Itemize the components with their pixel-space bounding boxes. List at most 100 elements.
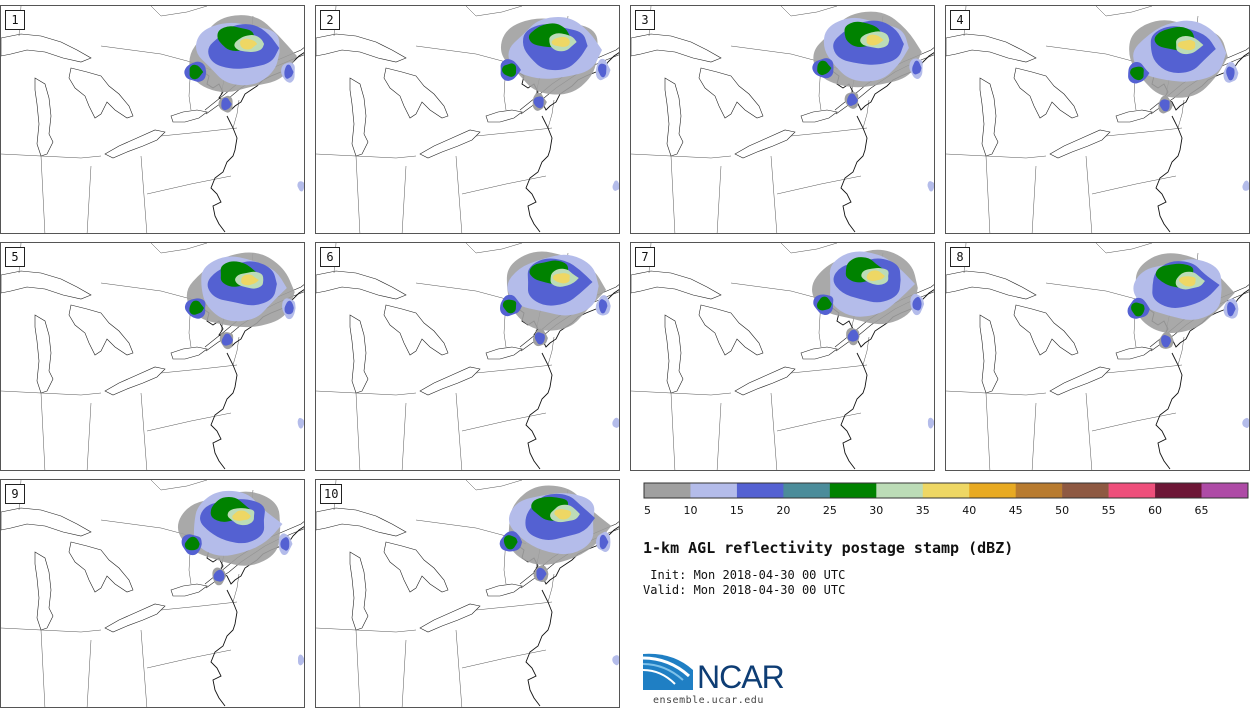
member-label: 4	[950, 10, 970, 30]
colorbar-tick-label: 15	[730, 504, 744, 517]
colorbar-swatch	[876, 483, 924, 498]
reflectivity-field	[1128, 20, 1249, 191]
reflectivity-field	[500, 16, 619, 191]
state-border	[455, 155, 463, 233]
state-border	[790, 364, 868, 374]
member-label: 8	[950, 247, 970, 267]
map-canvas	[631, 243, 934, 470]
state-border	[1, 627, 102, 633]
coastline	[210, 115, 238, 233]
lake-outline	[170, 346, 208, 360]
colorbar-swatch	[1062, 483, 1109, 498]
colorbar-tick-label: 40	[962, 504, 976, 517]
colorbar-frame	[643, 482, 1249, 499]
state-border	[86, 165, 92, 233]
state-border	[465, 480, 523, 491]
member-panel-4: 4	[945, 5, 1250, 234]
state-border	[146, 649, 232, 669]
lake-outline	[349, 314, 369, 394]
state-border	[160, 364, 238, 374]
state-border	[461, 412, 547, 432]
state-border	[40, 629, 46, 707]
state-border	[232, 573, 240, 603]
reflectivity-field	[499, 485, 619, 666]
lake-outline	[631, 270, 722, 300]
member-label: 5	[5, 247, 25, 267]
state-border	[455, 629, 463, 707]
lake-outline	[1115, 346, 1153, 360]
state-border	[140, 392, 148, 470]
state-border	[401, 639, 407, 707]
state-border	[475, 601, 553, 611]
lake-outline	[104, 129, 166, 159]
colorbar-tick-label: 10	[683, 504, 697, 517]
lake-outline	[68, 67, 134, 119]
coastline	[525, 352, 553, 470]
colorbar-swatch	[1108, 483, 1156, 498]
member-panel-1: 1	[0, 5, 305, 234]
lake-outline	[1115, 109, 1153, 123]
colorbar-swatch	[1201, 483, 1249, 498]
ncar-logo	[643, 653, 693, 690]
state-border	[150, 6, 208, 17]
colorbar-tick-label: 55	[1102, 504, 1116, 517]
state-border	[1, 153, 102, 159]
state-border	[316, 627, 417, 633]
state-border	[716, 402, 722, 470]
coastline	[840, 352, 868, 470]
lake-outline	[1, 33, 92, 63]
state-border	[1095, 6, 1153, 17]
lake-outline	[631, 33, 722, 63]
lake-outline	[698, 67, 764, 119]
state-border	[455, 392, 463, 470]
member-label: 9	[5, 484, 25, 504]
site-url: ensemble.ucar.edu	[653, 695, 764, 706]
state-border	[1, 390, 102, 396]
state-border	[1085, 155, 1093, 233]
state-border	[355, 629, 361, 707]
state-border	[40, 392, 46, 470]
state-border	[160, 601, 238, 611]
state-border	[461, 649, 547, 669]
state-border	[150, 243, 208, 254]
state-border	[146, 412, 232, 432]
reflectivity-field	[812, 11, 934, 192]
valid-time: Valid: Mon 2018-04-30 00 UTC	[643, 583, 846, 597]
colorbar-tick-label: 45	[1009, 504, 1023, 517]
coastline	[210, 352, 238, 470]
state-border	[1105, 127, 1183, 137]
colorbar-tick-label: 30	[869, 504, 883, 517]
member-label: 2	[320, 10, 340, 30]
state-border	[316, 390, 417, 396]
colorbar-swatch	[1155, 483, 1202, 498]
lake-outline	[316, 507, 407, 537]
state-border	[401, 165, 407, 233]
state-border	[670, 392, 676, 470]
state-border	[1091, 412, 1177, 432]
member-panel-3: 3	[630, 5, 935, 234]
state-border	[780, 243, 838, 254]
init-time: Init: Mon 2018-04-30 00 UTC	[643, 568, 846, 582]
lake-outline	[1013, 67, 1079, 119]
member-label: 3	[635, 10, 655, 30]
lake-outline	[349, 551, 369, 631]
state-border	[1091, 175, 1177, 195]
map-canvas	[946, 243, 1249, 470]
map-canvas	[1, 6, 304, 233]
logo-wordmark: NCAR	[697, 659, 785, 695]
coastline	[1155, 115, 1183, 233]
lake-outline	[68, 304, 134, 356]
state-border	[355, 392, 361, 470]
coastline	[525, 589, 553, 707]
lake-outline	[316, 33, 407, 63]
lake-outline	[1, 507, 92, 537]
lake-outline	[800, 109, 838, 123]
state-border	[465, 6, 523, 17]
colorbar-swatch	[829, 483, 877, 498]
state-border	[86, 639, 92, 707]
state-border	[316, 153, 417, 159]
member-panel-10: 10	[315, 479, 620, 708]
lake-outline	[419, 129, 481, 159]
lake-outline	[34, 77, 54, 157]
reflectivity-field	[500, 251, 619, 428]
